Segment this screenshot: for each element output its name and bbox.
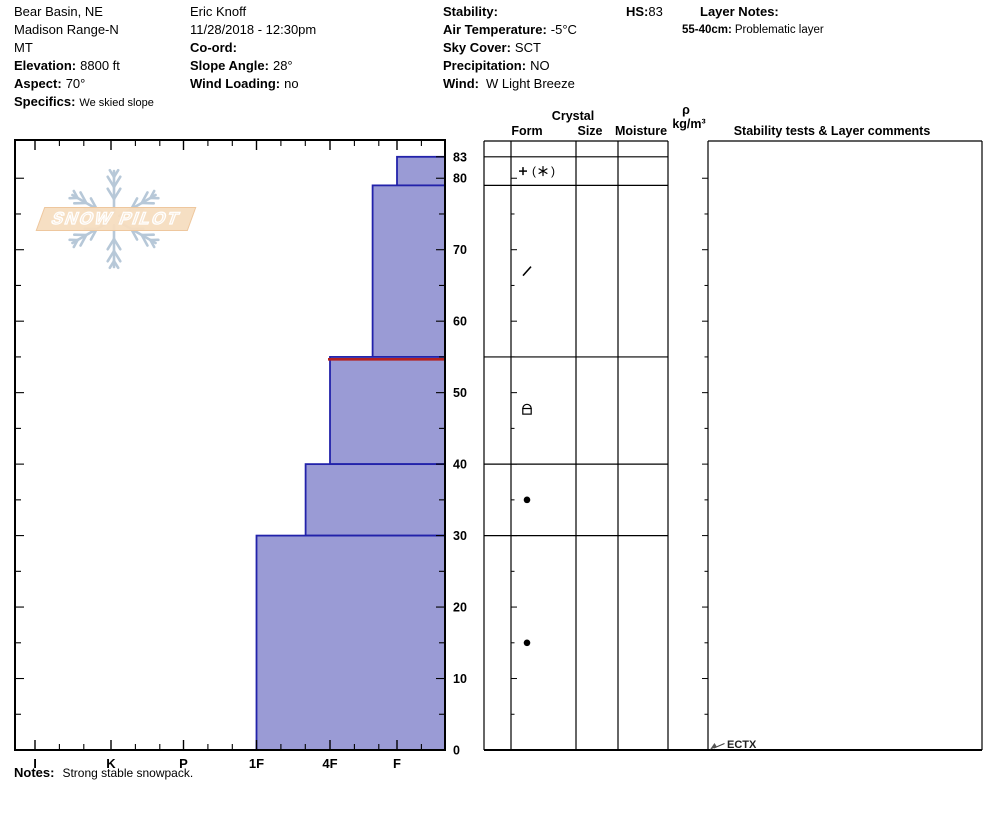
slope-angle-line: Slope Angle: 28°: [190, 58, 293, 73]
snow-layer-bar: [329, 356, 446, 466]
wind-loading-line: Wind Loading: no: [190, 76, 299, 91]
mountain-range: Madison Range-N: [14, 22, 119, 37]
svg-text:80: 80: [453, 172, 467, 186]
aspect-line: Aspect: 70°: [14, 76, 86, 91]
observation-datetime: 11/28/2018 - 12:30pm: [190, 22, 317, 37]
stability-tests-header: Stability tests & Layer comments: [733, 124, 931, 138]
elevation-line: Elevation: 8800 ft: [14, 58, 120, 73]
svg-text:1F: 1F: [249, 756, 264, 771]
svg-text:10: 10: [453, 672, 467, 686]
specifics-line: Specifics: We skied slope: [14, 94, 154, 109]
svg-text:30: 30: [453, 529, 467, 543]
svg-text:): ): [551, 164, 555, 178]
svg-text:20: 20: [453, 601, 467, 615]
coord-line: Co-ord:: [190, 40, 237, 55]
moisture-header: Moisture: [614, 124, 668, 138]
svg-text:K: K: [106, 756, 116, 771]
svg-text:4F: 4F: [322, 756, 337, 771]
notes-line: Notes: Strong stable snowpack.: [14, 765, 194, 780]
chart-frame: [14, 139, 446, 751]
snow-layer-bar: [396, 155, 446, 187]
svg-text:60: 60: [453, 315, 467, 329]
state: MT: [14, 40, 33, 55]
form-header: Form: [511, 124, 543, 138]
site-name: Bear Basin, NE: [14, 4, 103, 19]
svg-text:0: 0: [453, 744, 460, 758]
crystal-header: Crystal: [551, 109, 595, 123]
wind-line: Wind: W Light Breeze: [443, 76, 575, 91]
svg-text:40: 40: [453, 458, 467, 472]
svg-text:I: I: [33, 756, 37, 771]
svg-text:70: 70: [453, 243, 467, 257]
svg-text:50: 50: [453, 386, 467, 400]
observer-name: Eric Knoff: [190, 4, 247, 19]
svg-text:ECTX: ECTX: [727, 739, 757, 751]
density-units-header: kg/m³: [672, 117, 706, 131]
precipitation-line: Precipitation: NO: [443, 58, 550, 73]
stability-line: Stability:: [443, 4, 498, 19]
layer-note: 55-40cm: Problematic layer: [682, 24, 824, 36]
snow-layer-bar: [304, 463, 446, 537]
hs-block: HS:83: [626, 4, 663, 19]
svg-text:F: F: [393, 756, 401, 771]
svg-text:83: 83: [453, 150, 467, 164]
size-header: Size: [577, 124, 603, 138]
air-temp-line: Air Temperature: -5°C: [443, 22, 577, 37]
svg-text:P: P: [179, 756, 188, 771]
layer-notes-title: Layer Notes:: [700, 4, 779, 19]
conditions-block: Stability: Air Temperature: -5°C Sky Cove…: [443, 3, 577, 93]
svg-text:(: (: [532, 164, 536, 178]
sky-cover-line: Sky Cover: SCT: [443, 40, 541, 55]
location-block: Bear Basin, NE Madison Range-N MT Elevat…: [14, 3, 154, 112]
snow-layer-bar: [371, 184, 446, 358]
density-symbol-header: ρ: [682, 103, 690, 117]
snow-layer-bar: [255, 534, 446, 751]
observer-block: Eric Knoff 11/28/2018 - 12:30pm Co-ord: …: [190, 3, 316, 93]
